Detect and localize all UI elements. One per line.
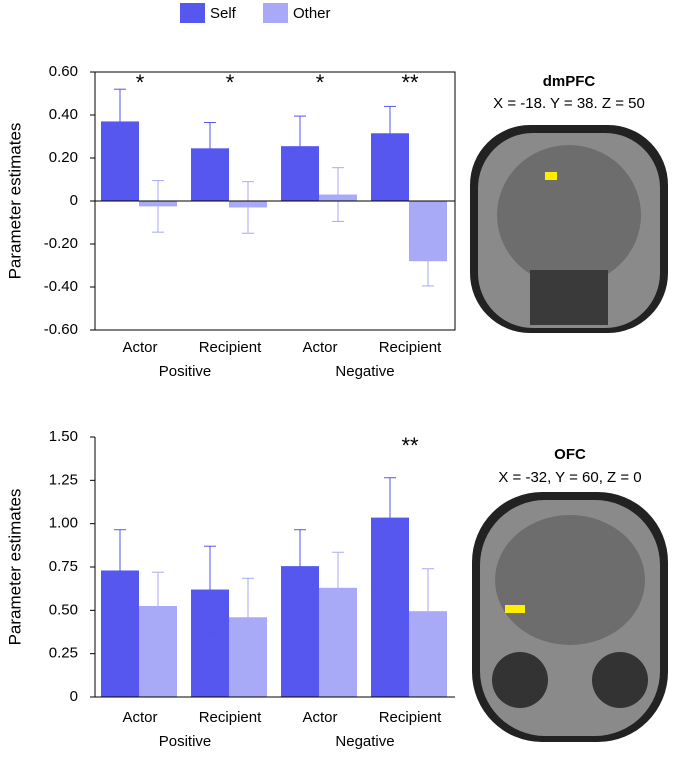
significance-marker: *: [316, 70, 325, 95]
y-tick-label: 0: [70, 192, 78, 209]
y-tick-label: 1.00: [49, 515, 78, 532]
significance-marker: **: [401, 70, 419, 95]
image-caption: X = -18. Y = 38. Z = 50: [493, 95, 645, 112]
x-tick-label: Actor: [122, 709, 157, 726]
y-tick-label: 0.40: [49, 106, 78, 123]
y-tick-label: -0.20: [44, 235, 78, 252]
y-tick-label: 0.20: [49, 149, 78, 166]
group-label: Positive: [159, 363, 212, 380]
significance-marker: **: [401, 433, 419, 458]
y-tick-label: -0.40: [44, 278, 78, 295]
y-axis-label: Parameter estimates: [5, 123, 24, 280]
x-tick-label: Recipient: [379, 339, 442, 356]
x-tick-label: Actor: [302, 339, 337, 356]
y-axis-label: Parameter estimates: [5, 489, 24, 646]
y-tick-label: -0.60: [44, 321, 78, 338]
x-tick-label: Recipient: [199, 709, 262, 726]
group-label: Negative: [335, 733, 394, 750]
y-tick-label: 0.60: [49, 63, 78, 80]
y-tick-label: 0.50: [49, 601, 78, 618]
y-tick-label: 1.25: [49, 471, 78, 488]
brain-image: [470, 125, 668, 333]
y-tick-label: 0.25: [49, 645, 78, 662]
brain-image: [472, 492, 668, 742]
x-tick-label: Recipient: [379, 709, 442, 726]
significance-marker: *: [136, 70, 145, 95]
legend-label: Self: [210, 5, 237, 22]
y-tick-label: 1.50: [49, 428, 78, 445]
legend-label: Other: [293, 5, 331, 22]
legend-swatch: [263, 3, 288, 23]
x-tick-label: Recipient: [199, 339, 262, 356]
x-tick-label: Actor: [302, 709, 337, 726]
group-label: Negative: [335, 363, 394, 380]
y-tick-label: 0: [70, 688, 78, 705]
y-tick-label: 0.75: [49, 558, 78, 575]
x-tick-label: Actor: [122, 339, 157, 356]
image-title: OFC: [554, 446, 586, 463]
significance-marker: *: [226, 70, 235, 95]
image-caption: X = -32, Y = 60, Z = 0: [498, 469, 641, 486]
legend-swatch: [180, 3, 205, 23]
group-label: Positive: [159, 733, 212, 750]
image-title: dmPFC: [543, 73, 596, 90]
